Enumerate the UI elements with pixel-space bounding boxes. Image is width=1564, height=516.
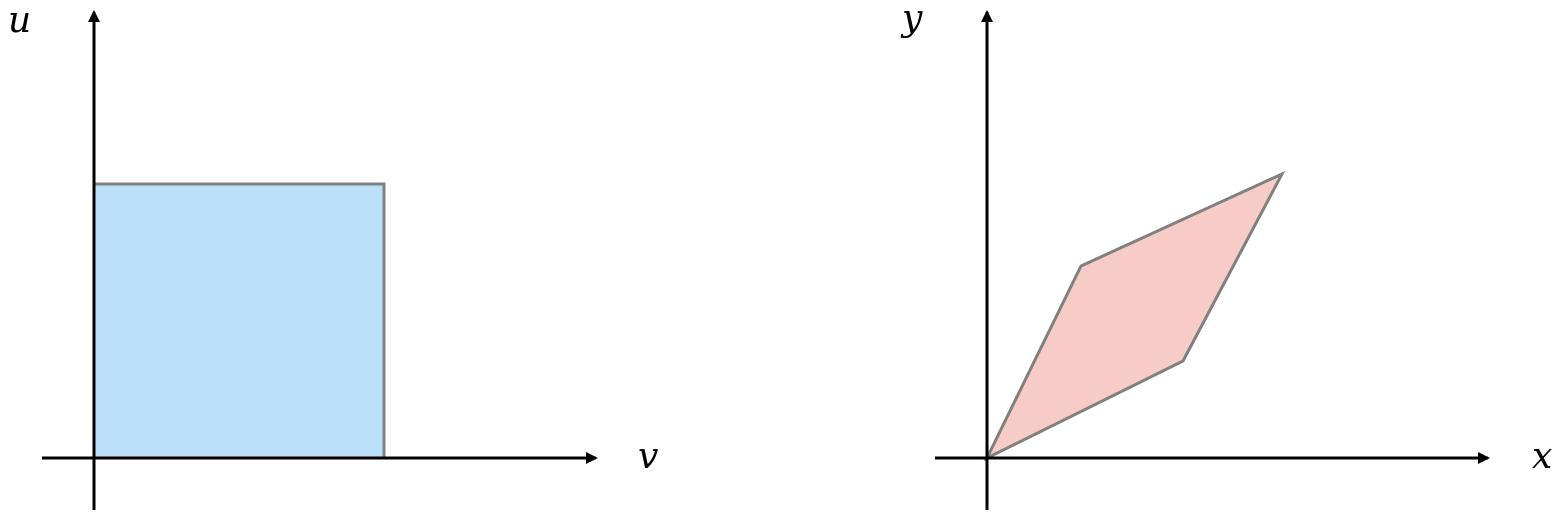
uv-plane: u v: [8, 0, 658, 510]
v-axis-label: v: [638, 436, 658, 477]
uv-region-rectangle: [92, 182, 386, 460]
u-axis-label: u: [8, 0, 31, 41]
x-axis-label: x: [1532, 436, 1552, 477]
xy-plane: y x: [900, 0, 1552, 510]
y-axis-label: y: [900, 0, 923, 39]
xy-region-parallelogram: [983, 170, 1286, 462]
